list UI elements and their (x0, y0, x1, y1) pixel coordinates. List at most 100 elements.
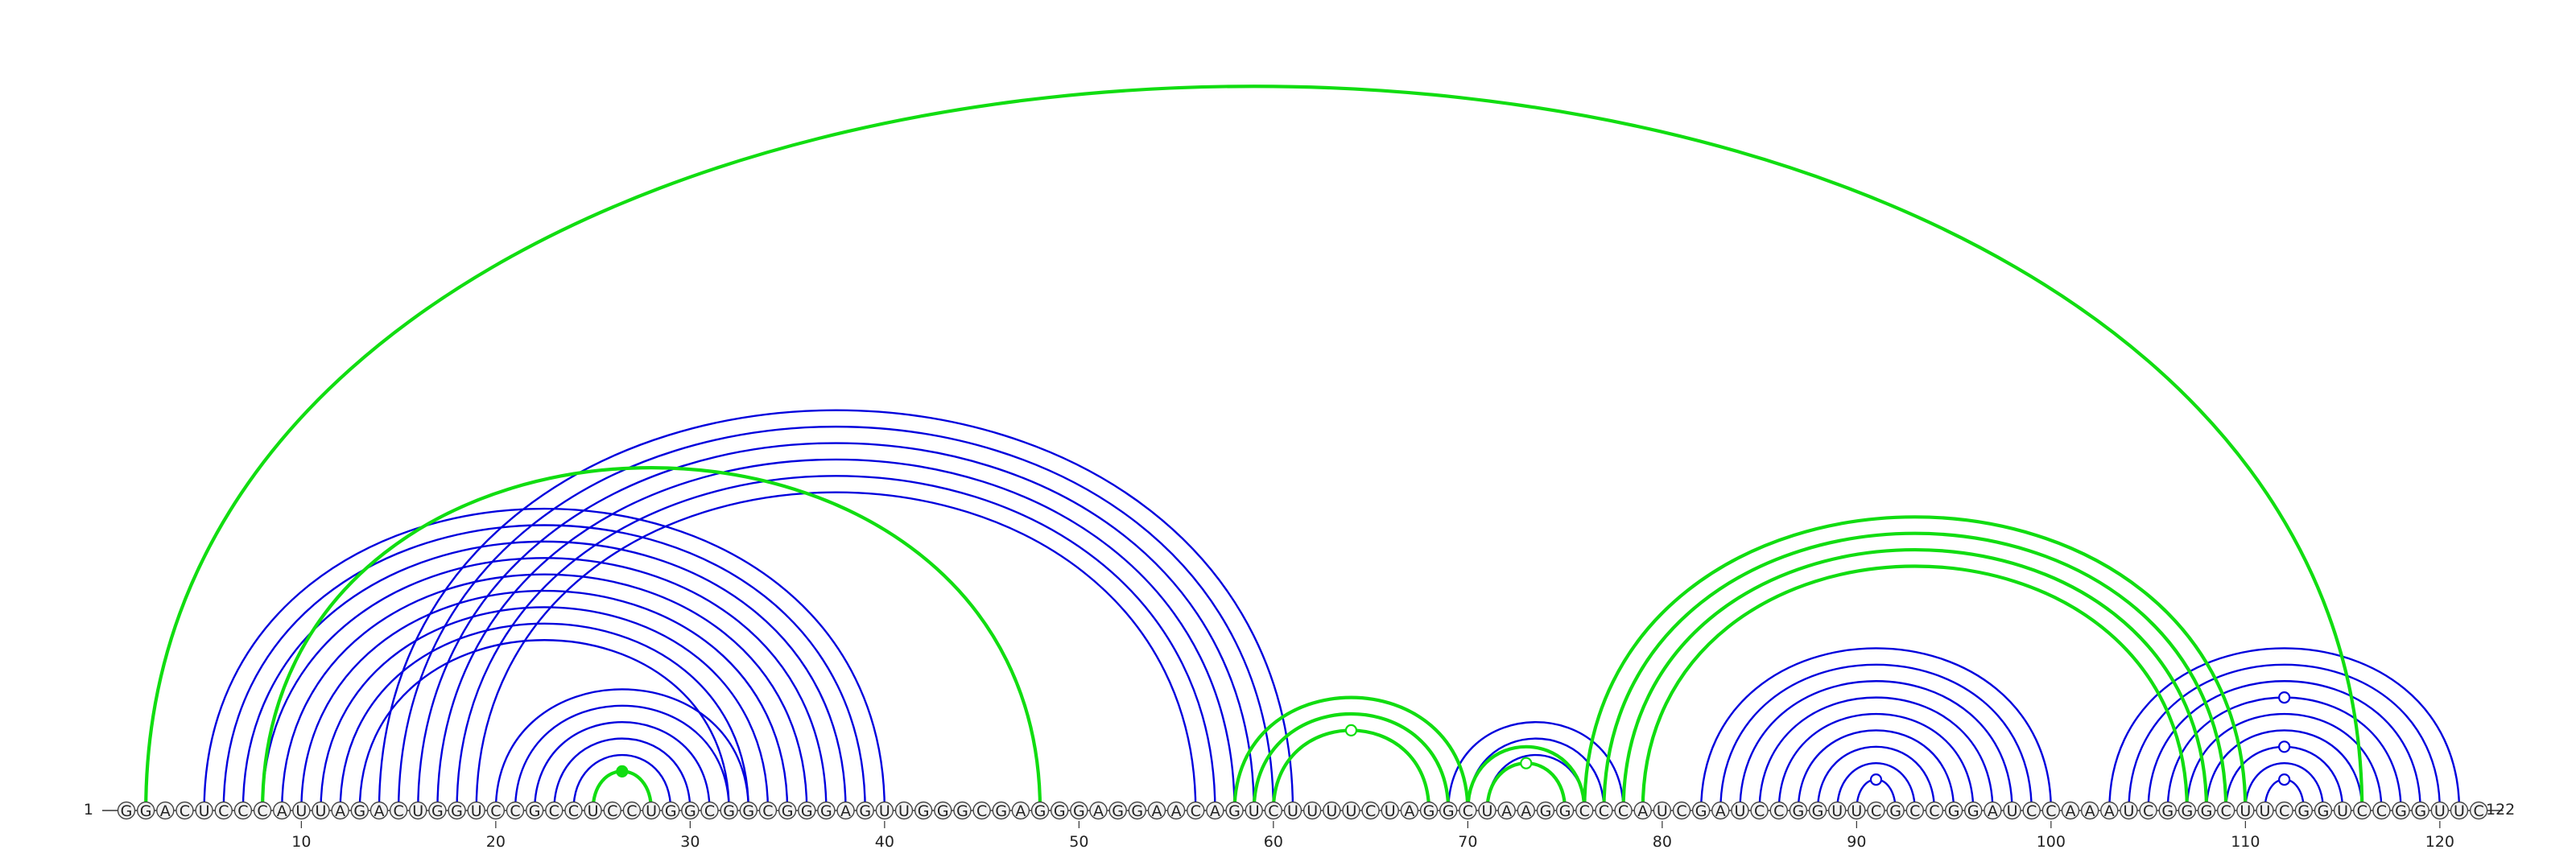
svg-text:G: G (801, 802, 813, 820)
tick-label-60: 60 (1264, 833, 1283, 851)
nucleotide-5: U (195, 801, 213, 820)
nucleotide-52: G (1108, 801, 1127, 820)
svg-text:G: G (451, 802, 463, 820)
nucleotide-93: C (1905, 801, 1925, 820)
nucleotide-54: A (1147, 801, 1166, 820)
svg-text:A: A (1521, 802, 1531, 820)
nucleotide-111: U (2256, 801, 2274, 820)
base-pair-arc-82-100 (1699, 647, 2053, 811)
base-pair-arc-110-114 (2244, 762, 2325, 811)
svg-text:C: C (1463, 802, 1473, 820)
nucleotide-46: G (992, 801, 1010, 820)
nucleotide-40: U (875, 801, 894, 820)
arc-marker-0 (616, 765, 629, 778)
nucleotide-35: G (778, 801, 797, 820)
nucleotide-90: U (1847, 801, 1866, 820)
green-arc-layer (144, 85, 2364, 811)
nucleotide-63: U (1323, 801, 1341, 820)
nucleotide-28: U (642, 801, 661, 820)
tick-label-30: 30 (680, 833, 700, 851)
nucleotide-66: U (1381, 801, 1399, 820)
svg-text:A: A (1501, 802, 1512, 820)
svg-text:A: A (374, 802, 384, 820)
nucleotide-19: U (467, 801, 485, 820)
base-pair-arc-11-34 (320, 606, 770, 811)
svg-text:C: C (2357, 802, 2368, 820)
svg-text:G: G (1131, 802, 1143, 820)
tick-label-120: 120 (2425, 833, 2454, 851)
nucleotide-32: G (720, 801, 738, 820)
svg-text:G: G (431, 802, 444, 820)
end-index-label: 122 (2486, 801, 2515, 819)
nucleotide-65: C (1361, 801, 1380, 820)
base-pair-arc-104-120 (2128, 663, 2442, 811)
svg-text:G: G (1559, 802, 1571, 820)
base-pair-arc-83-99 (1719, 663, 2033, 811)
svg-text:C: C (2376, 802, 2387, 820)
nucleotide-76: C (1575, 801, 1594, 820)
nucleotide-34: C (758, 801, 778, 820)
svg-text:A: A (1093, 802, 1104, 820)
svg-text:C: C (568, 802, 579, 820)
svg-text:U: U (1831, 802, 1843, 820)
nucleotide-33: G (739, 801, 758, 820)
svg-text:G: G (665, 802, 677, 820)
svg-text:C: C (976, 802, 987, 820)
nucleotide-55: A (1166, 801, 1186, 820)
svg-text:G: G (820, 802, 832, 820)
svg-text:U: U (1657, 802, 1668, 820)
nucleotide-119: G (2411, 801, 2429, 820)
nucleotide-2: G (136, 801, 155, 820)
pseudoknot-arc-70-76 (1466, 744, 1587, 811)
svg-text:C: C (510, 802, 520, 820)
svg-text:A: A (1015, 802, 1026, 820)
nucleotide-83: A (1711, 801, 1730, 820)
nucleotide-114: G (2314, 801, 2333, 820)
nucleotide-18: G (448, 801, 466, 820)
nucleotide-48: G (1030, 801, 1050, 820)
nucleotide-108: G (2197, 801, 2216, 820)
svg-text:C: C (1191, 802, 1201, 820)
nucleotide-104: U (2120, 801, 2138, 820)
base-pair-arc-22-31 (533, 721, 711, 811)
nucleotide-103: A (2100, 801, 2119, 820)
nucleotide-25: U (584, 801, 602, 820)
nucleotide-82: G (1691, 801, 1711, 820)
base-pair-arc-20-33 (494, 688, 749, 811)
nucleotide-16: U (409, 801, 427, 820)
nucleotide-100: C (2041, 801, 2061, 820)
base-pair-arc-85-97 (1758, 696, 1994, 811)
nucleotide-24: C (564, 801, 583, 820)
svg-text:U: U (2007, 802, 2018, 820)
arc-marker-2 (1520, 757, 1533, 769)
svg-text:U: U (1385, 802, 1396, 820)
svg-text:G: G (1793, 802, 1805, 820)
nucleotide-116: C (2353, 801, 2372, 820)
svg-text:G: G (956, 802, 968, 820)
svg-text:G: G (1540, 802, 1552, 820)
nucleotide-71: U (1478, 801, 1496, 820)
nucleotide-102: A (2080, 801, 2099, 820)
svg-text:A: A (1715, 802, 1726, 820)
nucleotide-41: U (894, 801, 914, 820)
nucleotide-77: C (1595, 801, 1613, 820)
nucleotide-79: A (1633, 801, 1652, 820)
nucleotide-10: U (292, 801, 311, 820)
svg-text:A: A (277, 802, 287, 820)
arc-marker-1 (1344, 724, 1358, 737)
base-pair-arc-16-59 (417, 442, 1255, 811)
nucleotide-80: U (1653, 801, 1672, 820)
nucleotide-15: C (389, 801, 408, 820)
base-pair-arc-21-32 (514, 704, 730, 811)
nucleotide-70: C (1459, 801, 1477, 820)
svg-text:G: G (1443, 802, 1455, 820)
pseudoknot-arc-59-69 (1252, 711, 1451, 811)
svg-text:C: C (1676, 802, 1686, 820)
svg-text:G: G (2414, 802, 2426, 820)
svg-text:U: U (471, 802, 482, 820)
svg-text:G: G (140, 802, 152, 820)
svg-text:U: U (2240, 802, 2251, 820)
svg-text:U: U (1307, 802, 1318, 820)
tick-label-70: 70 (1458, 833, 1477, 851)
svg-text:A: A (840, 802, 851, 820)
